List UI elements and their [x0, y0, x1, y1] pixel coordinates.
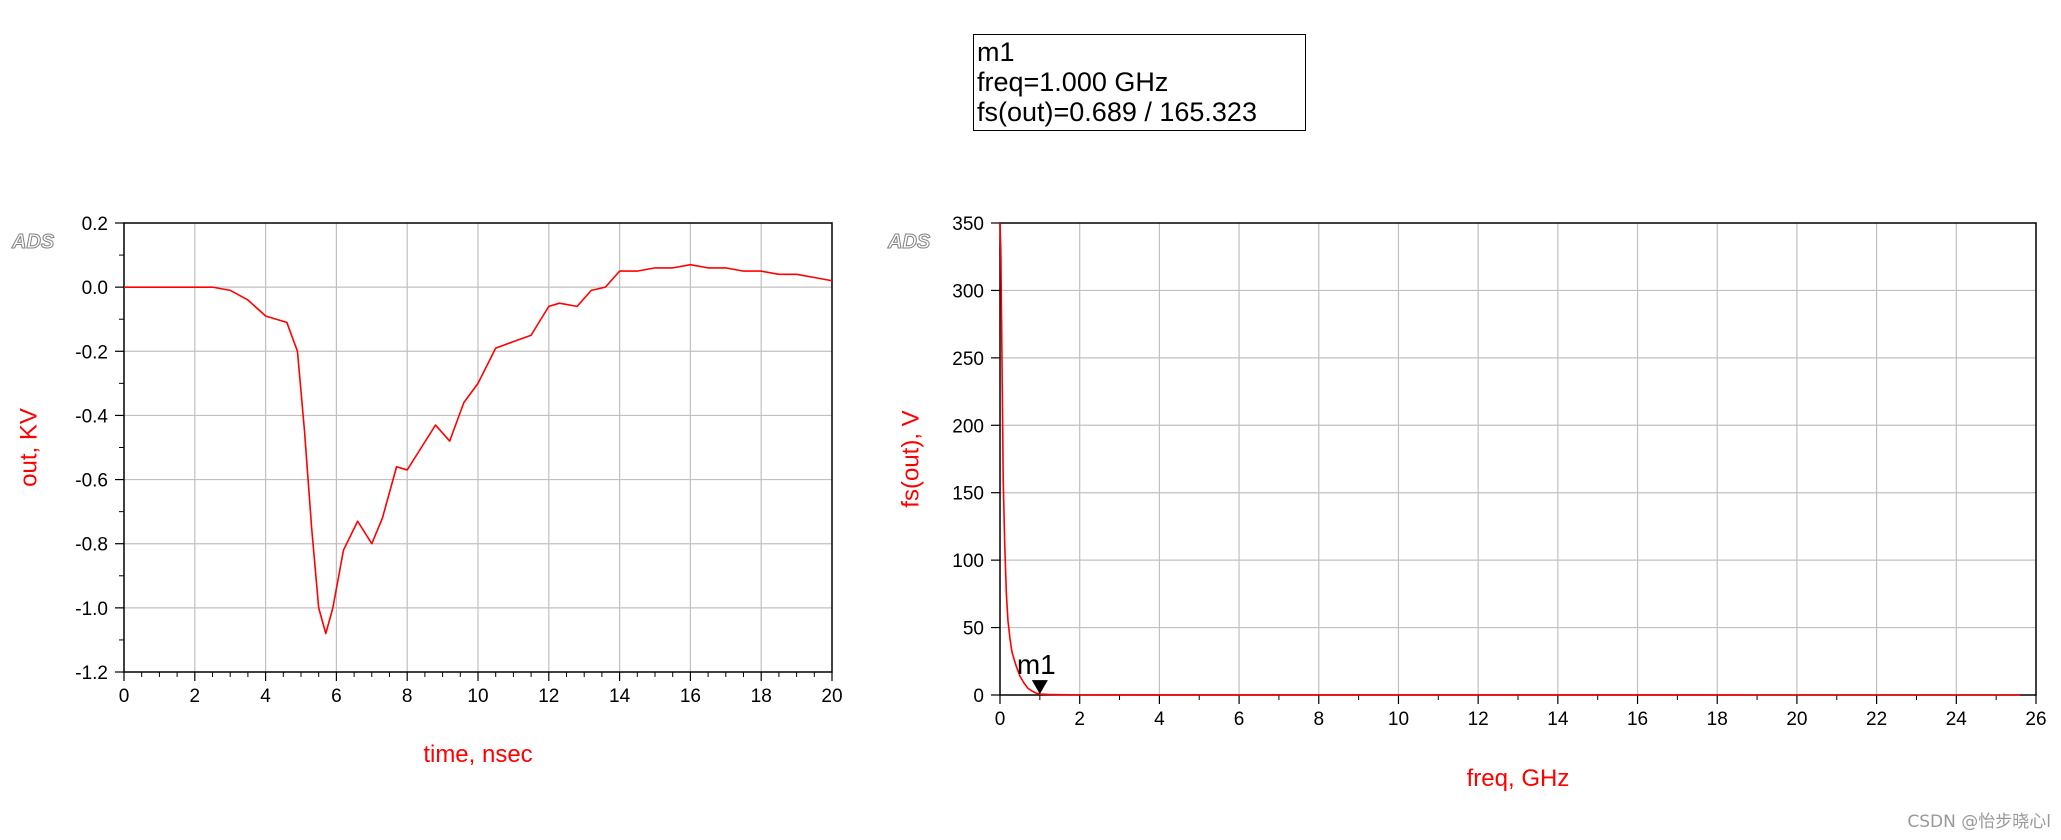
x-tick-label: 8	[1313, 709, 1324, 730]
x-tick-label: 22	[1866, 709, 1887, 730]
x-tick-label: 12	[538, 686, 559, 707]
y-tick-label: -0.8	[75, 535, 108, 556]
y-tick-label: 300	[952, 281, 984, 302]
x-tick-label: 2	[1074, 709, 1085, 730]
x-tick-label: 16	[680, 686, 701, 707]
ads-logo: ADS	[11, 231, 55, 253]
x-tick-label: 18	[751, 686, 772, 707]
marker-readout-box[interactable]: m1 freq=1.000 GHz fs(out)=0.689 / 165.32…	[973, 34, 1306, 131]
x-tick-label: 20	[1786, 709, 1807, 730]
y-tick-label: 0	[973, 686, 984, 707]
y-tick-label: -1.2	[75, 663, 108, 684]
x-tick-label: 0	[119, 686, 130, 707]
y-axis-label: out, KV	[15, 408, 42, 487]
x-tick-label: 4	[260, 686, 271, 707]
chart-1: 0 2 4 6 8 10 12 14 16 18 20 0.2 0.0 -0.2 -0.4 -0.6 -0.8 -…	[11, 214, 843, 768]
y-tick-label: 150	[952, 484, 984, 505]
x-tick-label: 0	[995, 709, 1006, 730]
x-axis-label: freq, GHz	[1467, 765, 1570, 792]
x-tick-label: 16	[1627, 709, 1648, 730]
y-tick-label: -0.4	[75, 406, 108, 427]
marker-readout-name: m1	[977, 37, 1015, 67]
series-line-1	[999, 222, 2021, 696]
x-tick-label: 24	[1946, 709, 1968, 730]
marker-readout-value: fs(out)=0.689 / 165.323	[977, 97, 1257, 127]
x-tick-label: 18	[1707, 709, 1728, 730]
y-tick-label: 350	[952, 214, 984, 235]
marker-triangle	[1031, 680, 1048, 695]
x-tick-label: 4	[1154, 709, 1165, 730]
y-tick-label: -1.0	[75, 599, 108, 620]
y-tick-label: 0.2	[82, 214, 108, 235]
plot-frame	[999, 222, 2037, 696]
x-tick-label: 2	[190, 686, 201, 707]
x-tick-label: 6	[331, 686, 342, 707]
marker-label: m1	[1017, 649, 1056, 680]
series-line-1	[124, 263, 833, 635]
y-axis-label: fs(out), V	[897, 410, 924, 507]
y-tick-label: -0.6	[75, 471, 108, 492]
x-tick-label: 8	[402, 686, 413, 707]
watermark: CSDN @怡步晓心l	[1907, 812, 2051, 832]
x-tick-label: 10	[467, 686, 488, 707]
x-tick-label: 12	[1468, 709, 1489, 730]
x-tick-label: 26	[2025, 709, 2046, 730]
marker-readout-freq: freq=1.000 GHz	[977, 67, 1169, 97]
y-tick-label: 0.0	[82, 278, 108, 299]
y-tick-label: 100	[952, 551, 984, 572]
y-tick-label: -0.2	[75, 342, 108, 363]
x-axis-label: time, nsec	[423, 741, 532, 768]
y-tick-label: 250	[952, 349, 984, 370]
x-tick-label: 6	[1234, 709, 1245, 730]
x-tick-label: 14	[609, 686, 631, 707]
y-tick-label: 200	[952, 416, 984, 437]
y-tick-label: 50	[963, 619, 984, 640]
x-tick-label: 10	[1388, 709, 1409, 730]
x-tick-label: 14	[1547, 709, 1569, 730]
x-tick-label: 20	[821, 686, 842, 707]
chart-2: 0 2 4 6 8 10 12 14 16 18 20 22 24 2635030025020015010…	[887, 214, 2047, 792]
ads-logo: ADS	[887, 231, 931, 253]
